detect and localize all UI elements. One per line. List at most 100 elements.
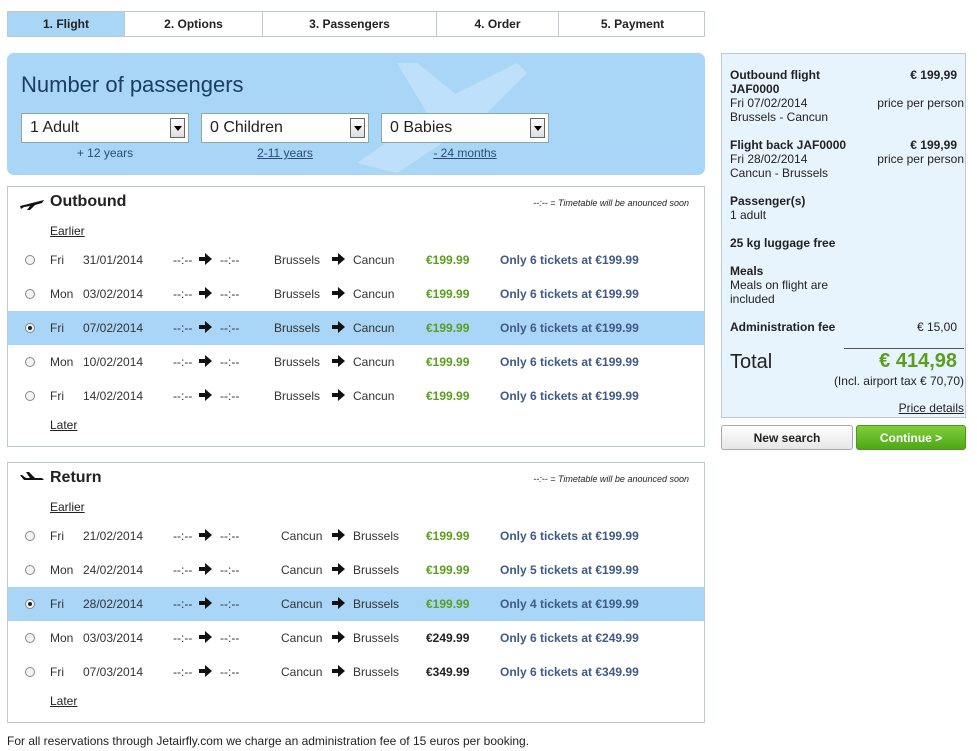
origin: Cancun: [281, 665, 323, 679]
date: 24/02/2014: [83, 563, 144, 577]
summary-box: Outbound flight JAF0000 € 199,99 Fri 07/…: [721, 53, 966, 418]
destination: Cancun: [353, 287, 395, 301]
plane-icon: [20, 472, 44, 480]
arrow-icon: [199, 321, 212, 333]
radio-button[interactable]: [25, 565, 35, 575]
arrival-time: --:--: [220, 355, 240, 369]
destination: Cancun: [353, 355, 395, 369]
price-details-link[interactable]: Price details: [898, 401, 964, 415]
arrow-icon: [199, 529, 212, 541]
destination: Brussels: [353, 631, 400, 645]
destination: Cancun: [353, 321, 395, 335]
select-value: 0 Babies: [390, 119, 453, 136]
flight-section: Outbound --:-- = Timetable will be anounc…: [7, 186, 705, 447]
section-title: Return: [50, 469, 102, 486]
radio-button[interactable]: [25, 323, 35, 333]
passenger-select[interactable]: 0 Children: [201, 113, 369, 143]
arrow-icon: [199, 631, 212, 643]
price: €199.99: [426, 355, 470, 369]
step-tab[interactable]: 5. Payment: [600, 17, 665, 31]
total-label: Total: [730, 351, 773, 373]
origin: Cancun: [281, 631, 323, 645]
day: Mon: [50, 355, 74, 369]
passenger-title: Number of passengers: [21, 72, 244, 97]
price: €199.99: [426, 529, 470, 543]
luggage: 25 kg luggage free: [730, 236, 836, 250]
arrow-icon: [199, 665, 212, 677]
meals-label: Meals: [730, 264, 764, 278]
radio-button[interactable]: [25, 667, 35, 677]
departure-time: --:--: [173, 597, 193, 611]
select-value: 0 Children: [210, 119, 283, 136]
day: Fri: [50, 321, 64, 335]
origin: Cancun: [281, 529, 323, 543]
radio-button[interactable]: [25, 289, 35, 299]
radio-button[interactable]: [25, 357, 35, 367]
radio-button[interactable]: [25, 633, 35, 643]
arrow-icon: [332, 563, 345, 575]
new-search-button[interactable]: New search: [721, 425, 853, 450]
arrival-time: --:--: [220, 563, 240, 577]
earlier-link[interactable]: Earlier: [50, 224, 85, 238]
step-tab[interactable]: 2. Options: [125, 12, 263, 36]
date: 03/02/2014: [83, 287, 144, 301]
age-hint: + 12 years: [76, 146, 134, 160]
later-link[interactable]: Later: [50, 694, 78, 708]
select-button[interactable]: [170, 118, 185, 138]
flight-row: Fri 07/03/2014 --:-- --:-- Cancun Brussels €34…: [8, 655, 704, 689]
origin: Brussels: [274, 389, 321, 403]
earlier-link[interactable]: Earlier: [50, 500, 85, 514]
destination: Cancun: [353, 389, 395, 403]
origin: Brussels: [274, 253, 321, 267]
flight-row: Mon 03/02/2014 --:-- --:-- Brussels Cancun €19…: [8, 277, 704, 311]
day: Mon: [50, 563, 74, 577]
radio-button[interactable]: [25, 531, 35, 541]
origin: Cancun: [281, 563, 323, 577]
radio-button[interactable]: [25, 255, 35, 265]
passenger-select[interactable]: 0 Babies: [381, 113, 549, 143]
return-per: price per person: [877, 152, 964, 166]
step-tab[interactable]: 4. Order: [437, 12, 559, 36]
flight-row: Fri 21/02/2014 --:-- --:-- Cancun Brussels €19…: [8, 519, 704, 553]
arrow-icon: [332, 321, 345, 333]
passenger-select[interactable]: 1 Adult: [21, 113, 189, 143]
departure-time: --:--: [173, 529, 193, 543]
age-hint[interactable]: - 24 months: [433, 146, 497, 160]
day: Fri: [50, 253, 64, 267]
origin: Cancun: [281, 597, 323, 611]
arrival-time: --:--: [220, 665, 240, 679]
arrival-time: --:--: [220, 287, 240, 301]
price: €199.99: [426, 287, 470, 301]
availability: Only 6 tickets at €249.99: [500, 631, 639, 645]
date: 07/02/2014: [83, 321, 144, 335]
outbound-route: Brussels - Cancun: [730, 110, 829, 124]
arrival-time: --:--: [220, 321, 240, 335]
select-button[interactable]: [530, 118, 545, 138]
arrow-icon: [332, 597, 345, 609]
continue-button[interactable]: Continue >: [856, 425, 966, 450]
outbound-price: € 199,99: [910, 68, 957, 82]
meals-value: Meals on flight are included: [730, 278, 829, 306]
departure-time: --:--: [173, 389, 193, 403]
plane-icon: [20, 200, 44, 210]
outbound-label: Outbound flight JAF0000: [730, 68, 820, 96]
select-button[interactable]: [350, 118, 365, 138]
departure-time: --:--: [173, 665, 193, 679]
step-tab[interactable]: 1. Flight: [8, 12, 125, 36]
date: 31/01/2014: [83, 253, 144, 267]
age-hint[interactable]: 2-11 years: [257, 146, 313, 160]
later-link[interactable]: Later: [50, 418, 78, 432]
tax-note: (Incl. airport tax € 70,70): [833, 374, 964, 388]
destination: Brussels: [353, 597, 400, 611]
arrow-icon: [199, 563, 212, 575]
day: Fri: [50, 529, 64, 543]
flight-row: Fri 14/02/2014 --:-- --:-- Brussels Cancun €19…: [8, 379, 704, 413]
step-tab[interactable]: 3. Passengers: [263, 12, 437, 36]
section-title: Outbound: [50, 193, 127, 210]
availability: Only 6 tickets at €199.99: [500, 355, 639, 369]
radio-button[interactable]: [25, 599, 35, 609]
radio-button[interactable]: [25, 391, 35, 401]
step-tabs: 1. Flight 2. Options 3. Passengers 4. Order…: [7, 11, 705, 37]
price: €199.99: [426, 253, 470, 267]
price: €349.99: [426, 665, 470, 679]
